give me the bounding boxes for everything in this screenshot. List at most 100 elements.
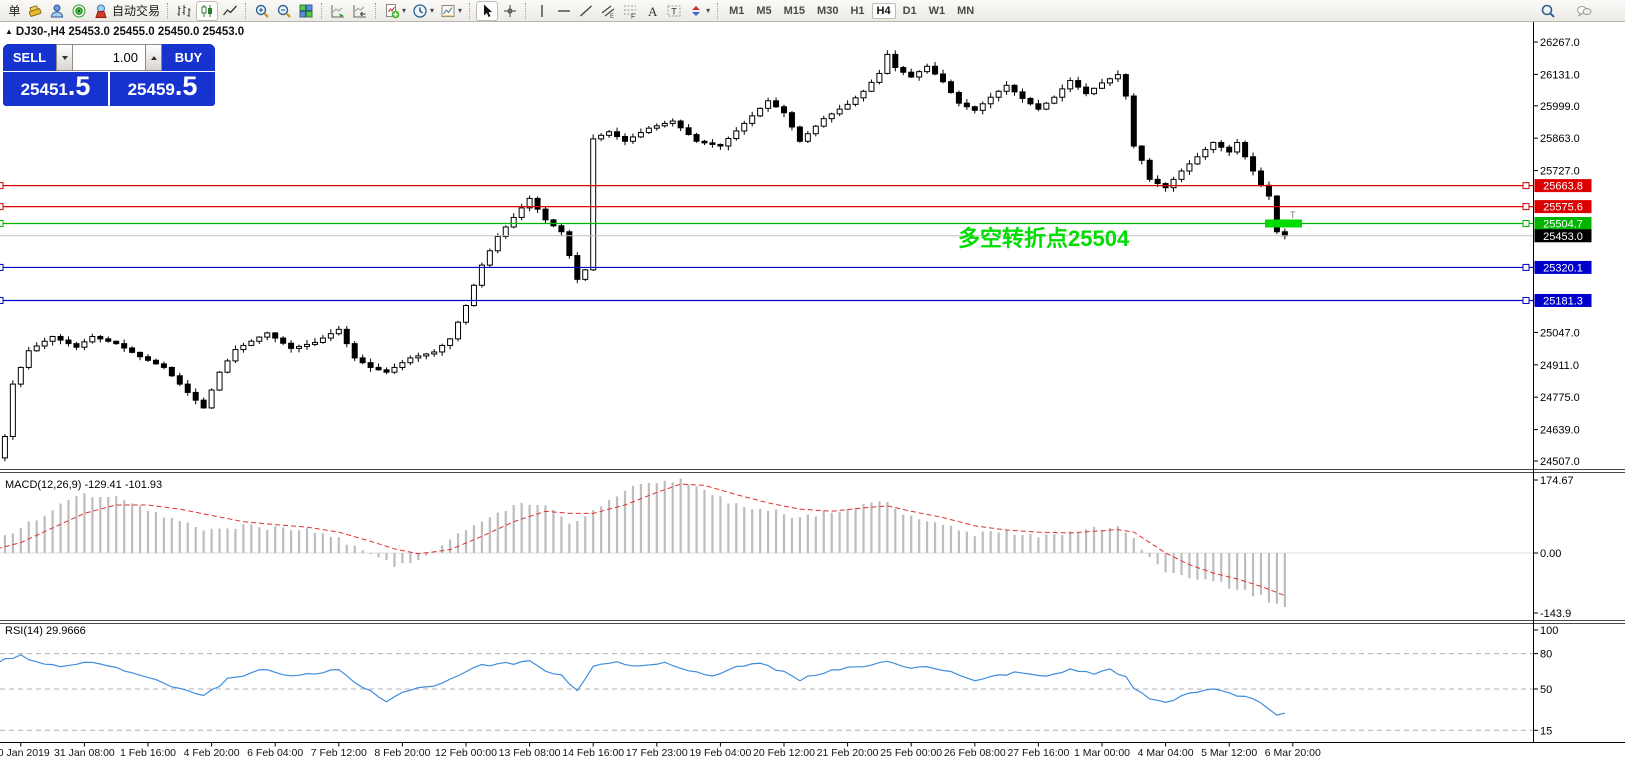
auto-scroll-icon[interactable] (328, 1, 348, 21)
line-handle[interactable] (1522, 182, 1530, 190)
bar-chart-icon[interactable] (174, 1, 194, 21)
volume-spinner: 1.00 (56, 44, 162, 71)
chevron-down-icon[interactable]: ▾ (402, 6, 407, 15)
price-badge-label: 25504.7 (1543, 218, 1583, 230)
tile-windows-icon[interactable] (296, 1, 316, 21)
price-line-badge (1534, 216, 1592, 230)
chevron-down-icon[interactable]: ▾ (430, 6, 435, 15)
price-badge-label: 25320.1 (1543, 262, 1583, 274)
chevron-down-icon[interactable]: ▾ (458, 6, 463, 15)
line-handle[interactable] (0, 182, 4, 190)
zoom-in-icon[interactable] (252, 1, 272, 21)
svg-text:15: 15 (1540, 725, 1552, 737)
price-line-badge (1534, 200, 1592, 214)
time-tick-label: 31 Jan 08:00 (54, 747, 115, 759)
line-handle[interactable] (0, 263, 4, 271)
timeframe-h4[interactable]: H4 (871, 2, 896, 19)
gold-bar-icon[interactable] (25, 1, 45, 21)
chart-shift-icon[interactable] (350, 1, 370, 21)
chat-icon[interactable] (1574, 1, 1594, 21)
text-icon: A (648, 4, 658, 19)
svg-text:100: 100 (1540, 625, 1558, 637)
vertical-line-icon (541, 4, 543, 17)
new-order-button[interactable]: 单 (3, 1, 23, 21)
periods-icon[interactable]: ▾ (410, 1, 436, 21)
time-tick-label: 17 Feb 23:00 (626, 747, 688, 759)
line-handle[interactable] (0, 203, 4, 211)
sell-button[interactable]: SELL (3, 44, 56, 71)
volume-decrease-button[interactable] (56, 44, 73, 71)
time-axis[interactable]: 30 Jan 2019 31 Jan 08:00 1 Feb 16:00 4 Feb … (0, 742, 1321, 760)
timeframe-m15[interactable]: M15 (783, 4, 806, 17)
profile-icon[interactable] (47, 1, 67, 21)
annotation-anchor-marker[interactable]: T (1290, 210, 1296, 220)
sell-price[interactable]: 25451.5 (3, 72, 108, 106)
line-handle[interactable] (1522, 219, 1530, 227)
toolbar-separator (375, 2, 377, 19)
zoom-out-icon[interactable] (274, 1, 294, 21)
time-tick-label: 4 Feb 20:00 (184, 747, 240, 759)
buy-price[interactable]: 25459.5 (110, 72, 215, 106)
tile-windows-icon (299, 4, 313, 17)
timeframe-mn[interactable]: MN (957, 4, 975, 17)
horizontal-line-icon (558, 9, 571, 12)
buy-button[interactable]: BUY (162, 44, 215, 71)
arrows-icon (692, 5, 701, 16)
text-icon[interactable]: A (642, 1, 662, 21)
text-label-icon[interactable]: T (664, 1, 684, 21)
line-handle[interactable] (1522, 203, 1530, 211)
line-chart-icon[interactable] (220, 1, 240, 21)
text-label-icon: T (667, 5, 681, 16)
add-indicator-icon (386, 3, 400, 18)
buy-price-frac: .5 (174, 71, 198, 101)
timeframe-m30[interactable]: M30 (817, 4, 839, 17)
line-handle[interactable] (1522, 263, 1530, 271)
channel-icon[interactable]: E (598, 1, 618, 21)
cursor-icon[interactable] (476, 0, 499, 21)
timeframe-h1[interactable]: H1 (850, 4, 865, 17)
timeframe-m5[interactable]: M5 (756, 4, 772, 17)
cursor-icon (484, 4, 493, 17)
price-tick-label: 24775.0 (1540, 392, 1580, 404)
chevron-down-icon[interactable]: ▾ (706, 6, 711, 15)
timeframe-m1[interactable]: M1 (729, 4, 745, 17)
price-line-badge (1534, 229, 1592, 243)
price-tick-label: 25047.0 (1540, 327, 1580, 339)
volume-increase-button[interactable] (145, 44, 162, 71)
arrows-icon[interactable]: ▾ (686, 1, 712, 21)
vertical-line-icon[interactable] (532, 1, 552, 21)
price-tick-label: 25999.0 (1540, 101, 1580, 113)
autotrade-button[interactable]: 自动交易 (91, 1, 162, 21)
timeframe-d1[interactable]: D1 (902, 4, 917, 17)
candlestick-chart-icon[interactable] (196, 0, 219, 21)
template-icon (441, 4, 455, 17)
gold-bar-icon (28, 4, 42, 17)
line-handle[interactable] (1522, 296, 1530, 304)
trendline-icon[interactable] (576, 1, 596, 21)
volume-input[interactable]: 1.00 (73, 44, 145, 71)
new-order-button-label: 单 (8, 4, 21, 18)
timeframe-w1[interactable]: W1 (928, 4, 946, 17)
svg-text:0.00: 0.00 (1540, 548, 1561, 560)
add-indicator-icon[interactable]: ▾ (382, 1, 408, 21)
line-handle[interactable] (0, 219, 4, 227)
svg-text:174.67: 174.67 (1540, 475, 1574, 487)
panel-divider (108, 72, 110, 106)
horizontal-line-icon[interactable] (554, 1, 574, 21)
line-handle[interactable] (0, 296, 4, 304)
highlight-bar[interactable] (1265, 219, 1302, 228)
candlestick-chart-icon (201, 4, 213, 17)
price-tick-label: 26131.0 (1540, 69, 1580, 81)
svg-text:E: E (610, 14, 614, 19)
search-icon[interactable] (1538, 1, 1558, 21)
fibonacci-icon[interactable]: F (620, 1, 640, 21)
signal-icon[interactable] (69, 1, 89, 21)
time-tick-label: 25 Feb 00:00 (880, 747, 942, 759)
price-axis[interactable]: 26267.0 26131.0 25999.0 25863.0 25727.0 25047… (1533, 37, 1592, 468)
template-icon[interactable]: ▾ (438, 1, 464, 21)
crosshair-icon[interactable] (500, 1, 520, 21)
time-tick-label: 8 Feb 20:00 (374, 747, 430, 759)
annotation-text[interactable]: 多空转折点25504 (958, 226, 1130, 251)
